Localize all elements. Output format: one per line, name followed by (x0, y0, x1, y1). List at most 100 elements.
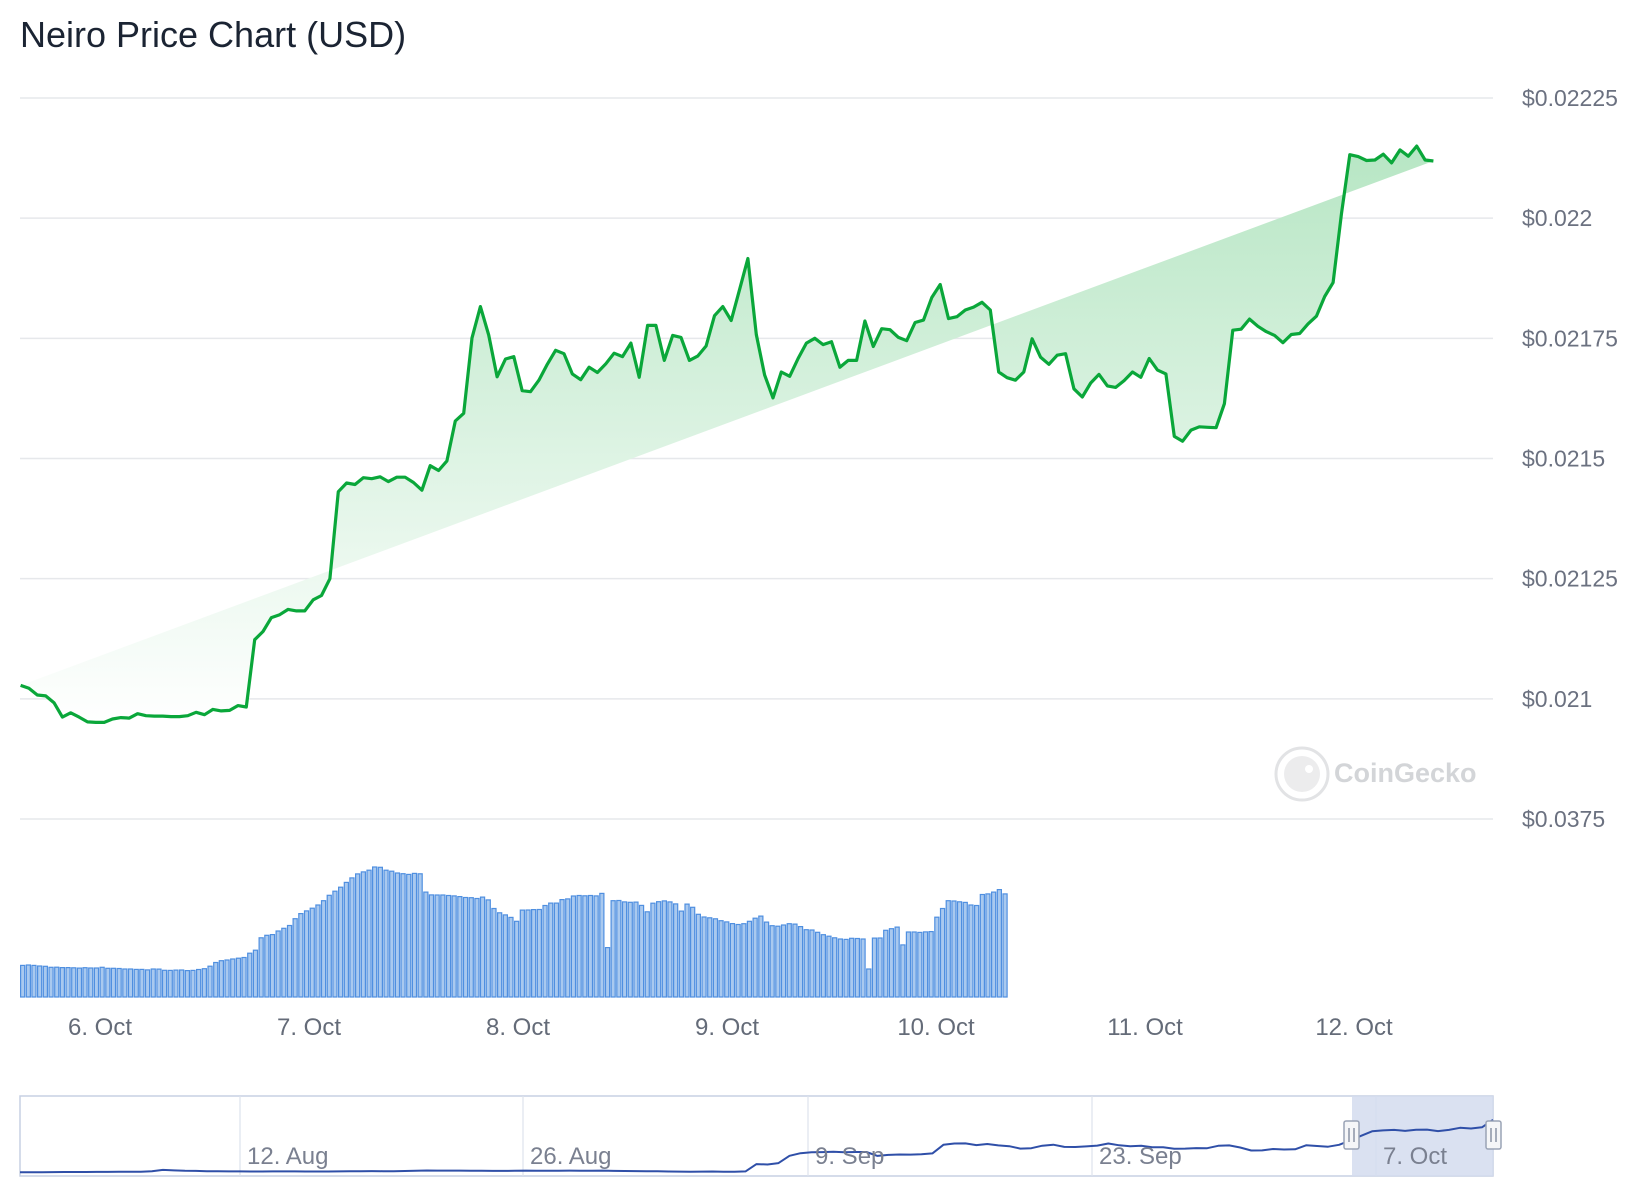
grid-lines (20, 97, 1493, 820)
volume-bar (179, 969, 185, 998)
y-tick-label: $0.02175 (1522, 325, 1618, 351)
volume-bar (105, 967, 111, 998)
volume-bar (939, 907, 946, 998)
volume-bar (207, 965, 213, 998)
x-tick-label: 6. Oct (68, 1014, 132, 1041)
volume-bar (741, 923, 747, 998)
volume-bar (42, 965, 48, 998)
volume-bar (213, 961, 219, 998)
volume-bar (252, 949, 259, 998)
volume-bar (604, 946, 611, 998)
volume-bar (36, 965, 43, 998)
volume-bar (343, 881, 349, 998)
volume-bar (746, 920, 753, 998)
volume-bar (775, 925, 781, 998)
volume-bar (593, 895, 599, 998)
x-axis-labels: 6. Oct 7. Oct 8. Oct 9. Oct 10. Oct 11. Oct 12… (68, 1014, 1393, 1041)
volume-bar (809, 929, 815, 998)
navigator-tick-label: 12. Aug (247, 1143, 328, 1170)
volume-bar (752, 917, 758, 998)
volume-bar (485, 899, 491, 998)
volume-bar (88, 967, 94, 998)
volume-bar (332, 890, 338, 998)
volume-bar (99, 966, 105, 998)
volume-bar (724, 921, 730, 998)
volume-bar (621, 901, 628, 998)
y-tick-label: $0.022 (1522, 205, 1592, 231)
volume-bar (837, 938, 843, 998)
volume-bar (792, 923, 798, 998)
volume-bar (627, 901, 633, 998)
volume-bar (780, 924, 787, 998)
volume-bar (445, 894, 452, 998)
volume-bar (309, 907, 315, 998)
gecko-logo-icon (1274, 746, 1330, 802)
y-tick-label: $0.0215 (1522, 446, 1605, 472)
volume-bar (1002, 893, 1008, 998)
volume-bar (462, 896, 469, 998)
volume-bar (315, 904, 321, 998)
volume-bar (990, 891, 997, 998)
volume-bar (917, 931, 923, 998)
volume-bar (616, 899, 622, 998)
volume-bar (530, 908, 537, 998)
volume-bar (292, 918, 298, 998)
volume-bar (286, 924, 293, 998)
volume-bar (411, 872, 418, 998)
y-tick-label: $0.0375 (1522, 806, 1605, 832)
volume-bar (655, 901, 662, 998)
volume-bar (576, 894, 582, 998)
volume-bar (474, 897, 480, 998)
volume-bar (905, 931, 912, 998)
navigator-left-handle[interactable] (1343, 1120, 1360, 1150)
volume-bar (701, 916, 707, 998)
coingecko-watermark: CoinGecko (1274, 746, 1477, 802)
navigator-series (20, 1118, 1494, 1174)
volume-bar (650, 902, 656, 998)
volume-bar (951, 900, 957, 998)
navigator-right-handle[interactable] (1485, 1120, 1502, 1150)
navigator-frame (19, 1095, 1494, 1177)
volume-bar (860, 938, 866, 998)
volume-bar (25, 964, 31, 998)
volume-bar (502, 914, 508, 998)
volume-bar (372, 866, 378, 998)
volume-bar (883, 929, 889, 998)
volume-bar (156, 968, 162, 998)
volume-bar (320, 900, 327, 998)
y-tick-label: $0.021 (1522, 686, 1592, 712)
y-tick-label: $0.02125 (1522, 566, 1618, 592)
volume-bar (258, 937, 264, 998)
volume-bar (139, 968, 145, 998)
x-tick-label: 9. Oct (695, 1014, 759, 1041)
volume-bar (394, 872, 401, 998)
volume-bar (633, 901, 639, 998)
range-navigator[interactable]: 12. Aug 26. Aug 9. Sep 23. Sep 7. Oct (19, 1095, 1502, 1177)
volume-bar (82, 967, 88, 998)
volume-bar (803, 929, 809, 998)
volume-bar (48, 966, 54, 998)
price-line (20, 144, 1434, 724)
navigator-selected-range[interactable] (1352, 1096, 1493, 1176)
volume-bar (65, 966, 71, 998)
volume-bar (383, 869, 389, 998)
volume-bar (122, 968, 128, 998)
price-area (20, 146, 1434, 723)
navigator-tick-label: 26. Aug (530, 1143, 611, 1170)
volume-bar (116, 967, 122, 998)
volume-bar (93, 967, 100, 998)
volume-bar (968, 904, 974, 998)
volume-bar (71, 967, 77, 998)
volume-bar (871, 937, 878, 998)
volume-bar (201, 968, 208, 998)
volume-bar (689, 906, 696, 998)
volume-bar (979, 893, 985, 998)
volume-bar (735, 923, 741, 998)
navigator-labels: 12. Aug 26. Aug 9. Sep 23. Sep 7. Oct (247, 1143, 1447, 1170)
volume-bar (497, 912, 503, 998)
volume-bar (338, 886, 344, 998)
volume-bar (911, 931, 917, 998)
volume-bar (667, 901, 673, 998)
volume-bar (996, 888, 1002, 998)
volume-bar (599, 892, 605, 998)
